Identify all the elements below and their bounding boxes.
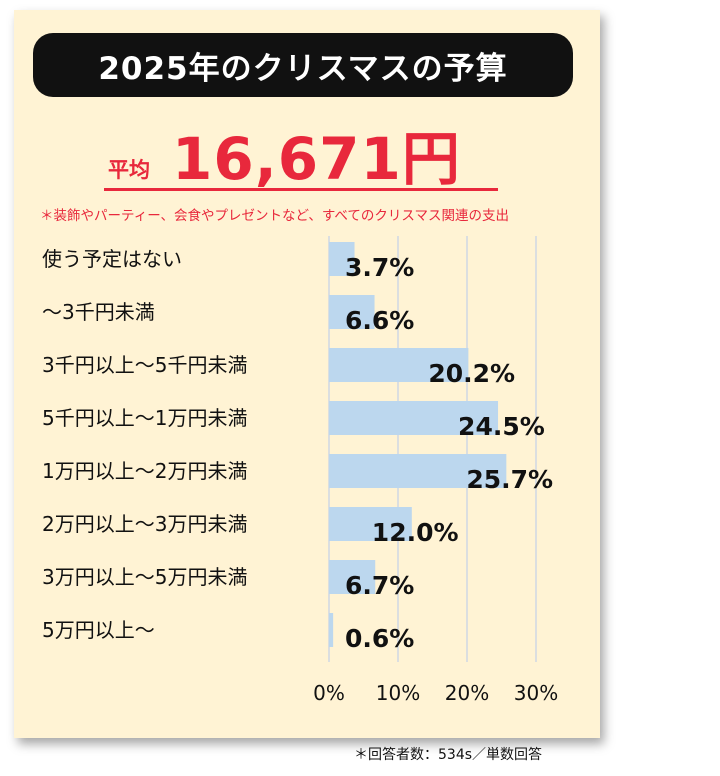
value-label-0: 3.7% — [345, 253, 414, 282]
average-underline — [104, 188, 498, 191]
category-label-0: 使う予定はない — [42, 247, 182, 271]
bar-4 — [329, 454, 507, 488]
category-label-1: ～3千円未満 — [42, 300, 155, 324]
value-label-4: 25.7% — [466, 465, 553, 494]
category-label-4: 1万円以上～2万円未満 — [42, 459, 247, 483]
bar-3 — [329, 401, 499, 435]
spending-note: ＊装飾やパーティー、会食やプレゼントなど、すべてのクリスマス関連の支出 — [40, 208, 509, 224]
respondents-footnote: ＊回答者数：534s／単数回答 — [354, 747, 543, 763]
value-label-3: 24.5% — [458, 412, 545, 441]
value-label-6: 6.7% — [345, 571, 414, 600]
bar-1 — [329, 295, 375, 329]
bar-2 — [329, 348, 469, 382]
bar-7 — [329, 613, 334, 647]
bar-5 — [329, 507, 412, 541]
x-tick-label-2: 20% — [445, 681, 489, 705]
category-label-7: 5万円以上～ — [42, 618, 155, 642]
x-tick-label-3: 30% — [514, 681, 558, 705]
bar-6 — [329, 560, 376, 594]
average-block: 平均 16,671円 — [104, 118, 498, 193]
chart-title: 2025年のクリスマスの予算 — [33, 33, 573, 97]
value-label-2: 20.2% — [428, 359, 515, 388]
x-tick-label-0: 0% — [313, 681, 345, 705]
category-label-5: 2万円以上～3万円未満 — [42, 512, 247, 536]
value-label-1: 6.6% — [345, 306, 414, 335]
bar-0 — [329, 242, 355, 276]
category-label-2: 3千円以上～5千円未満 — [42, 353, 247, 377]
value-label-7: 0.6% — [345, 624, 414, 653]
value-label-5: 12.0% — [372, 518, 459, 547]
x-tick-label-1: 10% — [376, 681, 420, 705]
average-value: 16,671円 — [172, 125, 461, 193]
category-label-6: 3万円以上～5万円未満 — [42, 565, 247, 589]
chart-card — [14, 10, 600, 738]
average-label: 平均 — [108, 158, 150, 182]
category-label-3: 5千円以上～1万円未満 — [42, 406, 247, 430]
